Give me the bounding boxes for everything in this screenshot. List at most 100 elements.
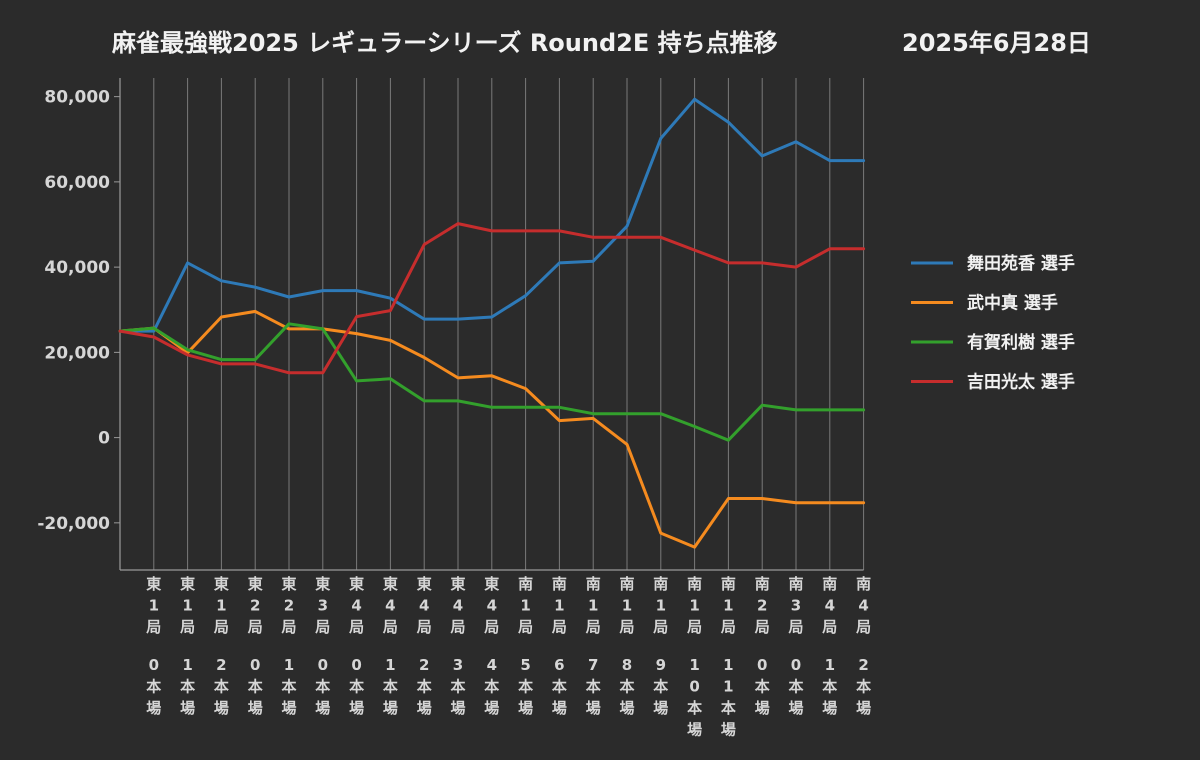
chart-date: 2025年6月28日 [902,29,1091,57]
x-tick-char: 南 [822,575,837,593]
x-tick-char: 本 [687,699,702,717]
x-tick-char: 3 [791,597,801,615]
x-tick-char: 1 [182,597,192,615]
x-tick-char: 局 [551,618,567,636]
x-tick-char: 1 [182,656,192,674]
x-tick-label: 東 1 局 0 本場 [145,575,161,717]
x-tick-char: 場 [417,699,432,717]
x-tick-char: 0 [791,656,801,674]
x-tick-label: 東 1 局 1 本場 [179,575,195,717]
x-tick-char: 局 [213,618,229,636]
x-tick-char: 本 [619,678,634,696]
axes [119,78,864,571]
x-tick-char: 本 [146,678,161,696]
legend-label: 武中真 選手 [967,293,1058,314]
x-tick-label: 南 1 局 6 本場 [551,575,567,717]
x-tick-char: 局 [720,618,736,636]
x-tick-char: 局 [247,618,263,636]
x-tick-char: 1 [622,597,632,615]
x-tick-label: 東 2 局 1 本場 [280,575,296,717]
x-tick-char: 東 [484,575,499,593]
x-tick-char: 場 [619,699,634,717]
y-tick-labels: 80,000 60,000 40,000 20,000 0 -20,000 [37,88,120,534]
x-tick-char: 局 [145,618,161,636]
x-tick-char: 8 [622,656,632,674]
x-tick-char: 局 [348,618,364,636]
x-tick-char: 南 [619,575,634,593]
x-tick-char: 局 [618,618,634,636]
x-tick-label: 東 4 局 2 本場 [416,575,432,717]
x-tick-char: 1 [723,597,733,615]
x-tick-char: 本 [450,678,465,696]
x-tick-char: 場 [755,699,770,717]
x-tick-char: 南 [721,575,736,593]
x-tick-char: 1 [554,597,564,615]
x-tick-char: 東 [248,575,263,593]
x-tick-char: 0 [149,656,159,674]
x-tick-char: 本 [822,678,837,696]
x-tick-label: 東 2 局 0 本場 [247,575,263,717]
x-tick-char: 0 [689,678,699,696]
x-tick-char: 場 [586,699,601,717]
x-tick-char: 1 [656,597,666,615]
x-tick-char: 2 [284,597,294,615]
x-tick-char: 東 [146,575,161,593]
x-tick-char: 0 [351,656,361,674]
x-tick-char: 本 [755,678,770,696]
x-tick-char: 局 [517,618,533,636]
x-tick-char: 1 [284,656,294,674]
x-tick-char: 4 [419,597,429,615]
legend-entry: 吉田光太 選手 [911,372,1075,393]
y-tick-label: 80,000 [44,88,110,108]
chart-title: 麻雀最強戦2025 レギュラーシリーズ Round2E 持ち点推移 [111,29,778,57]
series-lines [118,97,866,549]
x-tick-char: 本 [383,678,398,696]
x-tick-char: 場 [450,699,465,717]
x-tick-char: 局 [652,618,668,636]
series-line [118,222,866,375]
legend-label: 舞田苑香 選手 [967,253,1075,274]
x-tick-char: 本 [281,678,296,696]
x-tick-char: 1 [689,656,699,674]
x-tick-char: 東 [315,575,330,593]
x-tick-char: 場 [248,699,263,717]
x-tick-char: 東 [450,575,465,593]
x-tick-label: 東 4 局 0 本場 [348,575,364,717]
x-tick-char: 場 [687,721,702,739]
x-tick-label: 南 4 局 1 本場 [821,575,837,717]
x-tick-char: 場 [518,699,533,717]
x-tick-char: 本 [349,678,364,696]
x-tick-char: 南 [586,575,601,593]
x-tick-char: 1 [689,597,699,615]
x-tick-char: 東 [349,575,364,593]
legend-label: 吉田光太 選手 [967,372,1075,393]
x-tick-char: 南 [856,575,871,593]
x-tick-char: 南 [518,575,533,593]
x-tick-char: 2 [216,656,226,674]
x-tick-label: 南 1 局 1 1 本場 [720,575,736,739]
y-tick-label: -20,000 [37,514,110,534]
x-tick-char: 2 [757,597,767,615]
x-tick-char: 本 [653,678,668,696]
x-tick-char: 4 [385,597,395,615]
x-tick-char: 場 [721,721,736,739]
x-tick-char: 場 [146,699,161,717]
x-tick-char: 1 [723,678,733,696]
x-tick-char: 東 [281,575,296,593]
x-tick-char: 場 [788,699,803,717]
x-tick-char: 本 [721,699,736,717]
x-tick-label: 南 2 局 0 本場 [754,575,770,717]
y-tick-label: 20,000 [44,343,110,363]
x-tick-char: 3 [318,597,328,615]
x-tick-label: 南 4 局 2 本場 [855,575,871,717]
x-tick-char: 局 [280,618,296,636]
x-tick-char: 場 [484,699,499,717]
legend-entry: 有賀利樹 選手 [911,332,1075,353]
x-tick-char: 4 [351,597,361,615]
x-tick-label: 東 4 局 4 本場 [483,575,499,717]
x-tick-char: 東 [417,575,432,593]
x-tick-char: 1 [216,597,226,615]
x-tick-label: 南 1 局 7 本場 [585,575,601,717]
x-tick-char: 南 [788,575,803,593]
x-tick-label: 南 1 局 9 本場 [652,575,668,717]
